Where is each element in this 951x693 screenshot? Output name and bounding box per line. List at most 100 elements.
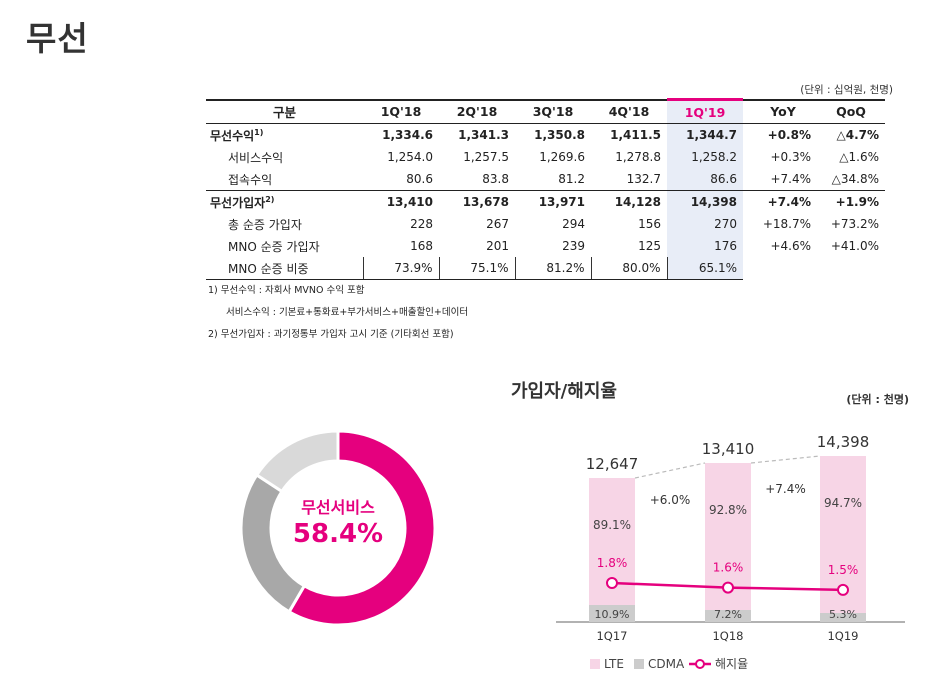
x-tick-label: 1Q18 [712, 629, 743, 643]
legend-churn-marker [695, 659, 705, 669]
table-cell: 65.1% [666, 257, 743, 280]
table-cell: 270 [667, 213, 743, 235]
lte-bar [705, 463, 751, 610]
header-qoq: QoQ [817, 98, 885, 124]
table-cell: 168 [410, 239, 433, 253]
yoy-cell: +0.8% [767, 128, 811, 142]
cdma-bar [820, 613, 866, 622]
table-cell: 1,257.5 [463, 150, 509, 164]
subscriber-chart-title: 가입자/해지율 [511, 381, 617, 402]
donut-center-label: 무선서비스 [301, 498, 375, 517]
table-cell: 13,678 [439, 190, 515, 213]
growth-connector [634, 462, 706, 479]
table-cell: 1,411.5 [610, 128, 661, 142]
table-cell: 81.2% [514, 257, 591, 280]
total-label: 14,398 [817, 433, 870, 451]
table-cell: 125 [638, 239, 661, 253]
yoy-cell: +0.3% [770, 150, 811, 164]
table-cell: 1,269.6 [539, 150, 585, 164]
donut-slice-2 [239, 472, 307, 614]
lte-share-label: 89.1% [593, 518, 631, 532]
table-cell: 80.6 [406, 172, 433, 186]
header-col: 2Q'18 [439, 98, 515, 124]
yoy-cell [749, 257, 817, 280]
qoq-cell: △4.7% [836, 128, 879, 142]
row-label: MNO 순증 비중 [206, 257, 363, 280]
churn-label: 1.6% [713, 561, 744, 575]
yoy-cell: +7.4% [770, 172, 811, 186]
yoy-cell: +7.4% [749, 190, 817, 213]
table-cell: 75.1% [438, 257, 515, 280]
total-label: 13,410 [702, 440, 755, 458]
table-row: MNO 순증 비중 73.9% 75.1% 81.2% 80.0% 65.1% [206, 257, 885, 280]
donut-slice-3 [254, 429, 340, 494]
table-row: 접속수익 80.6 83.8 81.2 132.7 86.6 +7.4% △34… [206, 168, 885, 191]
table-cell: 176 [667, 235, 743, 257]
row-label: 서비스수익 [228, 150, 284, 165]
churn-label: 1.8% [597, 556, 628, 570]
row-label: 무선수익1) [210, 127, 264, 143]
lte-bar [589, 478, 635, 605]
table-cell: 81.2 [558, 172, 585, 186]
page-title: 무선 [26, 19, 89, 58]
table-header-row: 구분 1Q'18 2Q'18 3Q'18 4Q'18 1Q'19 YoY QoQ [206, 98, 885, 124]
table-row: MNO 순증 가입자 168 201 239 125 176 +4.6% +41… [206, 235, 885, 257]
legend-lte-swatch [590, 659, 600, 669]
cdma-share-label: 10.9% [595, 608, 630, 621]
table-cell: 294 [562, 217, 585, 231]
header-col: 3Q'18 [515, 98, 591, 124]
growth-label: +7.4% [765, 482, 806, 496]
donut-slice-service [287, 429, 437, 627]
table-cell: 1,334.6 [382, 128, 433, 142]
footnotes: 1) 무선수익 : 자회사 MVNO 수익 포함 서비스수익 : 기본료+통화료… [208, 280, 468, 346]
table-cell: 86.6 [667, 168, 743, 191]
x-tick-label: 1Q17 [596, 629, 627, 643]
table-cell: 73.9% [362, 257, 439, 280]
table-cell: 228 [410, 217, 433, 231]
table-cell: 267 [486, 217, 509, 231]
table-cell: 13,410 [363, 190, 439, 213]
table-cell: 201 [486, 239, 509, 253]
table-cell: 1,254.0 [387, 150, 433, 164]
table-row: 총 순증 가입자 228 267 294 156 270 +18.7% +73.… [206, 213, 885, 235]
table-cell: 1,350.8 [534, 128, 585, 142]
donut-center-value: 58.4% [293, 519, 383, 549]
row-label: 총 순증 가입자 [228, 217, 302, 232]
table-cell: 1,278.8 [615, 150, 661, 164]
lte-share-label: 94.7% [824, 496, 862, 510]
cdma-share-label: 5.3% [829, 608, 857, 621]
legend-cdma-swatch [634, 659, 644, 669]
row-label: MNO 순증 가입자 [228, 239, 320, 254]
table-cell: 1,341.3 [458, 128, 509, 142]
subscriber-chart-unit: (단위 : 천명) [846, 393, 909, 406]
row-label: 무선가입자2) [206, 190, 363, 213]
total-label: 12,647 [586, 455, 639, 473]
x-tick-label: 1Q19 [827, 629, 858, 643]
header-yoy: YoY [749, 98, 817, 124]
growth-label: +6.0% [650, 493, 691, 507]
table-row: 무선가입자2) 13,410 13,678 13,971 14,128 14,3… [206, 190, 885, 213]
table-cell: 14,128 [591, 190, 667, 213]
churn-point [606, 577, 618, 589]
qoq-cell: +73.2% [830, 217, 879, 231]
qoq-cell [817, 257, 885, 280]
row-label: 접속수익 [228, 172, 273, 187]
table-row: 무선수익1) 1,334.6 1,341.3 1,350.8 1,411.5 1… [206, 123, 885, 146]
header-gap [743, 98, 749, 124]
table-cell: 239 [562, 239, 585, 253]
qoq-cell: △1.6% [839, 150, 879, 164]
table-cell: 83.8 [482, 172, 509, 186]
table-cell: 80.0% [590, 257, 667, 280]
churn-point [837, 583, 849, 596]
cdma-bar [705, 610, 751, 622]
legend-cdma-label: CDMA [648, 657, 685, 671]
qoq-cell: +1.9% [817, 190, 885, 213]
legend-churn-label: 해지율 [715, 657, 748, 671]
qoq-cell: +41.0% [830, 239, 879, 253]
table-cell: 1,344.7 [667, 123, 743, 146]
yoy-cell: +18.7% [762, 217, 811, 231]
lte-bar [820, 456, 866, 613]
footnote: 1) 무선수익 : 자회사 MVNO 수익 포함 [208, 285, 365, 296]
table-cell: 1,258.2 [667, 146, 743, 168]
growth-connector [750, 455, 821, 464]
